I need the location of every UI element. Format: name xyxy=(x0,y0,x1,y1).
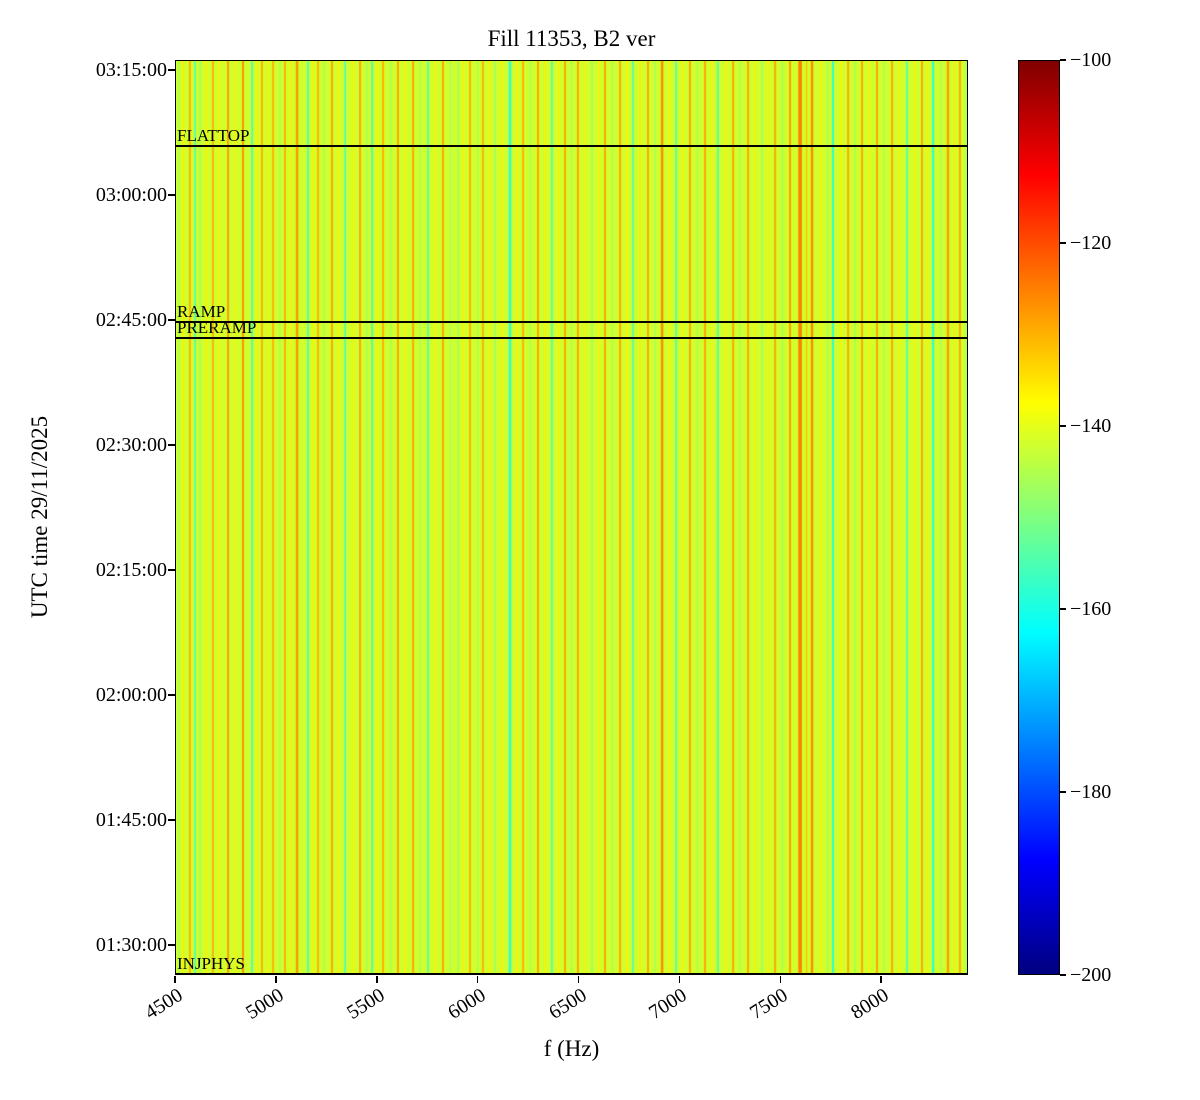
y-tick-mark xyxy=(168,569,175,571)
y-tick-mark xyxy=(168,694,175,696)
y-axis-label: UTC time 29/11/2025 xyxy=(27,415,52,619)
beam-mode-line-ramp xyxy=(175,320,968,323)
x-tick-label: 5000 xyxy=(241,984,288,1024)
beam-mode-annotations: FLATTOP RAMP PRERAMP INJPHYS xyxy=(175,60,968,975)
beam-mode-label-injphys: INJPHYS xyxy=(177,954,246,974)
x-tick-mark xyxy=(779,976,782,983)
x-tick-label: 8000 xyxy=(847,984,893,1024)
beam-mode-label-preramp: PRERAMP xyxy=(177,318,257,338)
x-tick-label: 5500 xyxy=(342,984,389,1024)
x-tick-mark xyxy=(174,976,176,983)
colorbar-tick-mark xyxy=(1060,791,1066,793)
y-tick-label: 01:30:00 xyxy=(95,933,167,956)
colorbar-tick-mark xyxy=(1060,59,1066,61)
x-tick-label: 7500 xyxy=(746,984,793,1024)
x-tick-mark xyxy=(678,976,681,983)
x-tick-mark xyxy=(376,976,378,983)
chart-title: Fill 11353, B2 ver xyxy=(487,26,656,51)
colorbar-tick-label: −160 xyxy=(1070,598,1112,620)
x-tick-mark xyxy=(880,976,882,983)
colorbar-tick-mark xyxy=(1060,242,1066,244)
y-tick-label: 03:15:00 xyxy=(95,59,167,82)
colorbar-tick-label: −180 xyxy=(1070,781,1112,803)
beam-mode-label-flattop: FLATTOP xyxy=(177,126,250,145)
x-tick-label: 6000 xyxy=(443,984,490,1024)
y-tick-mark xyxy=(168,819,175,821)
y-tick-mark xyxy=(168,319,175,321)
y-tick-label: 01:45:00 xyxy=(95,808,167,831)
y-tick-mark xyxy=(168,194,175,196)
colorbar-canvas xyxy=(1018,60,1060,975)
x-tick-label: 6500 xyxy=(544,984,591,1024)
x-axis-label: f (Hz) xyxy=(543,1036,600,1061)
y-tick-mark xyxy=(168,444,175,446)
heatmap-canvas xyxy=(175,60,968,975)
colorbar-tick-label: −140 xyxy=(1070,415,1112,437)
y-tick-mark xyxy=(168,69,175,71)
colorbar-tick-label: −200 xyxy=(1070,964,1112,986)
colorbar xyxy=(1018,60,1060,975)
beam-mode-line-injphys xyxy=(175,973,968,975)
y-tick-label: 02:30:00 xyxy=(95,434,167,457)
beam-mode-line-preramp xyxy=(175,337,968,340)
x-tick-mark xyxy=(577,976,580,983)
x-tick-mark xyxy=(476,976,479,983)
y-tick-label: 02:15:00 xyxy=(95,559,167,582)
colorbar-tick-label: −100 xyxy=(1070,49,1112,71)
y-tick-mark xyxy=(168,944,175,946)
y-tick-label: 03:00:00 xyxy=(95,184,167,207)
colorbar-tick-label: −120 xyxy=(1070,232,1112,254)
beam-mode-line-flattop xyxy=(175,145,968,147)
beam-mode-label-ramp: RAMP xyxy=(177,301,226,321)
colorbar-tick-mark xyxy=(1060,608,1066,610)
colorbar-tick-mark xyxy=(1060,974,1066,976)
y-tick-label: 02:45:00 xyxy=(95,309,167,332)
heatmap-plot: FLATTOP RAMP PRERAMP INJPHYS xyxy=(175,60,968,975)
y-tick-label: 02:00:00 xyxy=(95,684,167,706)
colorbar-tick-mark xyxy=(1060,425,1066,427)
x-tick-label: 4500 xyxy=(141,984,187,1024)
x-tick-mark xyxy=(275,976,277,983)
x-tick-label: 7000 xyxy=(645,984,692,1024)
